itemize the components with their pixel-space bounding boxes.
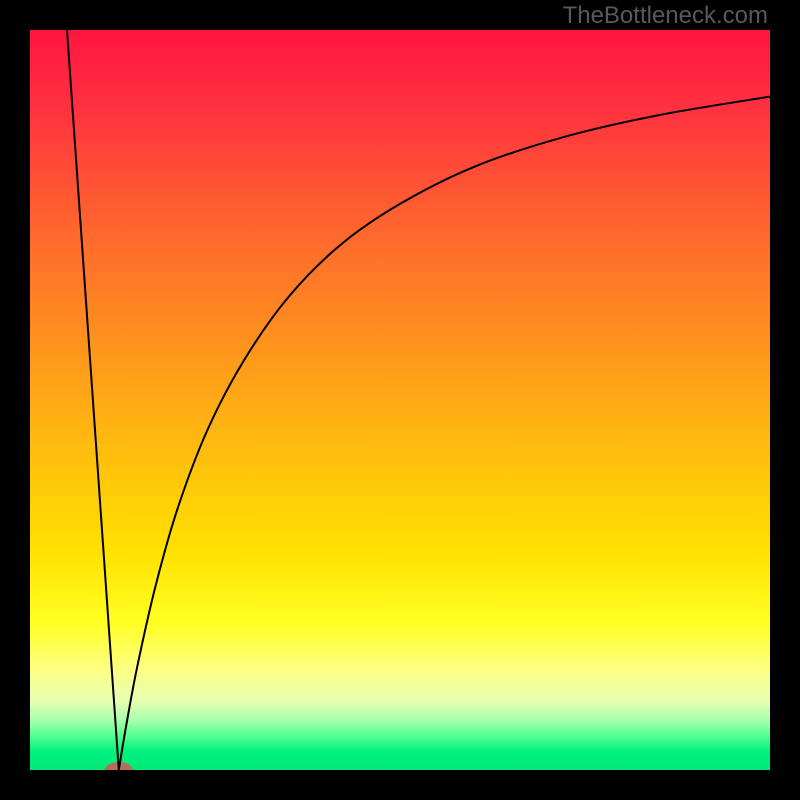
plot-area	[30, 30, 770, 770]
curve-layer	[30, 30, 770, 770]
right-branch-curve	[119, 97, 770, 770]
left-branch-line	[67, 30, 119, 770]
watermark-text: TheBottleneck.com	[563, 2, 768, 30]
